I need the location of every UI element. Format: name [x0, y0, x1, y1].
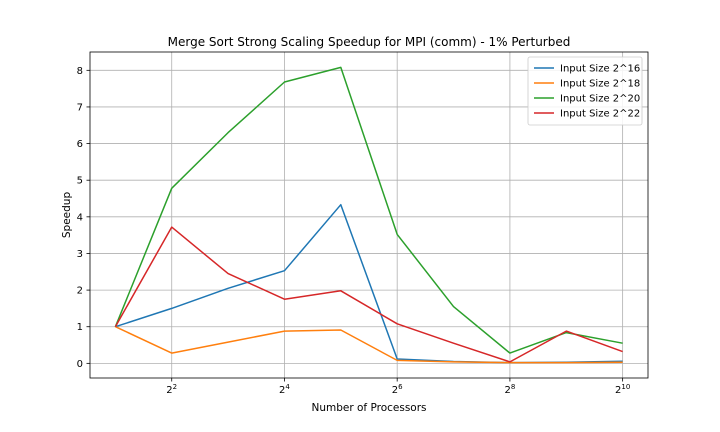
x-tick-label: 210 [615, 383, 630, 396]
series-lines [114, 66, 623, 364]
y-tick-label: 5 [77, 176, 83, 187]
y-tick-label: 7 [77, 102, 83, 113]
x-axis-label: Number of Processors [311, 402, 426, 414]
y-tick-label: 0 [77, 359, 83, 370]
x-tick-label: 26 [392, 383, 403, 396]
y-tick-label: 6 [77, 139, 83, 150]
x-tick-label: 28 [504, 383, 515, 396]
y-tick-label: 4 [77, 212, 83, 223]
x-tick-label: 22 [166, 383, 177, 396]
series-line-4 [114, 226, 623, 363]
series-line-2 [115, 326, 623, 364]
y-axis-ticks: 0 1 2 3 4 5 6 7 8 [77, 66, 90, 370]
legend-label-4: Input Size 2^22 [560, 109, 640, 120]
legend-box [527, 56, 643, 126]
y-axis-label: Speedup [61, 192, 73, 239]
y-tick-label: 8 [77, 66, 83, 77]
legend-label-2: Input Size 2^18 [560, 79, 640, 90]
y-tick-label: 2 [77, 286, 83, 297]
chart-title: Merge Sort Strong Scaling Speedup for MP… [168, 35, 571, 49]
x-axis-ticks: 22 24 26 28 210 [166, 378, 630, 396]
plot-frame [89, 51, 649, 379]
x-tick-label: 24 [279, 383, 290, 396]
legend: Input Size 2^16 Input Size 2^18 Input Size… [527, 56, 643, 126]
y-tick-label: 1 [77, 322, 83, 333]
series-line-3 [114, 66, 623, 354]
legend-label-1: Input Size 2^16 [560, 64, 640, 75]
legend-label-3: Input Size 2^20 [560, 94, 640, 105]
series-line-1 [115, 203, 623, 364]
y-tick-label: 3 [77, 249, 83, 260]
